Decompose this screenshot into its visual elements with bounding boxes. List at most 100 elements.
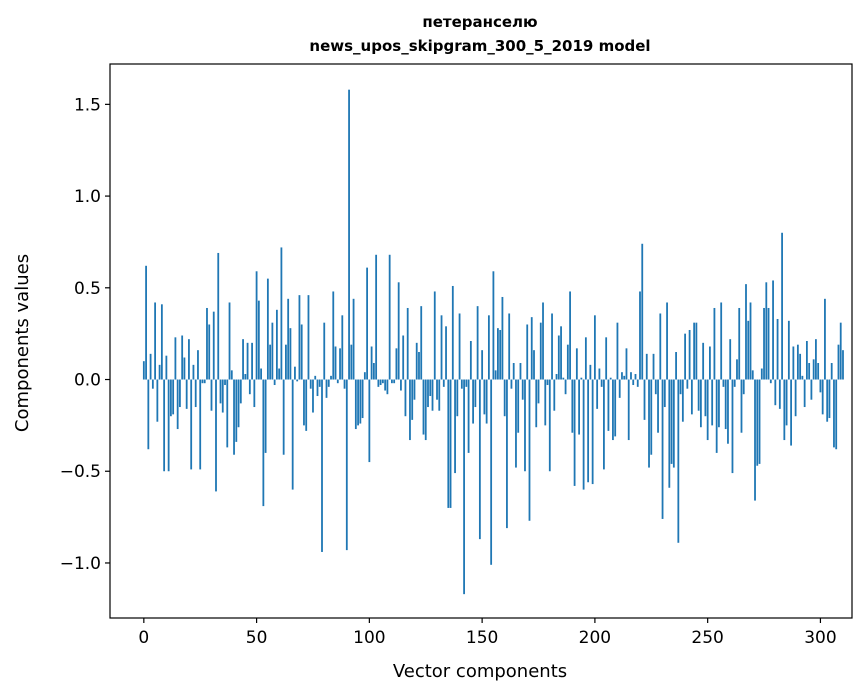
bar-161 bbox=[506, 379, 508, 529]
bar-225 bbox=[650, 379, 653, 455]
bar-292 bbox=[801, 375, 804, 380]
bar-202 bbox=[598, 368, 601, 380]
y-tick-label: 1.5 bbox=[74, 95, 101, 115]
bar-42 bbox=[237, 379, 240, 428]
bar-37 bbox=[226, 379, 229, 448]
bar-184 bbox=[557, 335, 560, 380]
bar-263 bbox=[736, 359, 738, 380]
bar-228 bbox=[657, 379, 659, 433]
bar-243 bbox=[690, 379, 693, 415]
x-tick-label: 200 bbox=[579, 628, 611, 648]
bar-21 bbox=[190, 379, 193, 470]
bar-126 bbox=[427, 379, 429, 408]
y-tick-label: 0.5 bbox=[74, 279, 101, 299]
bar-186 bbox=[562, 377, 565, 380]
bar-181 bbox=[551, 313, 553, 380]
bar-262 bbox=[733, 379, 736, 387]
bar-192 bbox=[575, 348, 578, 380]
bar-22 bbox=[192, 364, 195, 380]
bar-290 bbox=[796, 344, 799, 380]
bar-10 bbox=[165, 355, 168, 380]
bar-235 bbox=[672, 379, 675, 468]
bar-24 bbox=[197, 350, 199, 380]
bar-19 bbox=[185, 379, 188, 409]
bar-308 bbox=[837, 344, 840, 380]
bar-31 bbox=[212, 311, 215, 380]
bar-200 bbox=[593, 315, 596, 380]
bar-77 bbox=[316, 379, 319, 397]
bar-33 bbox=[217, 252, 220, 380]
bar-248 bbox=[702, 342, 705, 380]
bar-164 bbox=[512, 363, 515, 380]
bar-125 bbox=[424, 379, 427, 441]
bar-61 bbox=[280, 247, 283, 380]
bar-11 bbox=[167, 379, 170, 472]
bar-300 bbox=[819, 379, 822, 393]
bar-141 bbox=[460, 379, 463, 389]
bar-103 bbox=[375, 254, 378, 380]
bar-3 bbox=[149, 353, 152, 380]
bar-217 bbox=[632, 379, 635, 386]
bar-83 bbox=[330, 375, 332, 380]
bar-106 bbox=[381, 379, 384, 384]
bar-172 bbox=[530, 317, 533, 380]
bar-123 bbox=[420, 306, 423, 380]
bar-85 bbox=[334, 346, 337, 380]
bar-59 bbox=[275, 309, 278, 380]
bar-46 bbox=[246, 342, 249, 380]
bar-128 bbox=[431, 379, 434, 411]
bar-201 bbox=[596, 379, 599, 409]
bar-215 bbox=[627, 379, 630, 441]
bar-27 bbox=[203, 379, 206, 384]
bar-51 bbox=[257, 300, 260, 380]
bar-2 bbox=[147, 379, 150, 450]
bar-297 bbox=[812, 359, 815, 380]
bar-142 bbox=[463, 379, 465, 595]
bar-219 bbox=[636, 379, 639, 387]
bar-124 bbox=[422, 379, 425, 435]
bar-289 bbox=[794, 379, 797, 417]
bar-118 bbox=[409, 379, 411, 441]
bar-136 bbox=[449, 379, 452, 508]
bar-75 bbox=[312, 379, 314, 413]
bar-258 bbox=[724, 379, 727, 430]
bar-303 bbox=[826, 379, 829, 422]
bar-49 bbox=[253, 379, 256, 408]
bar-284 bbox=[783, 379, 786, 441]
bar-148 bbox=[476, 306, 479, 380]
bar-189 bbox=[569, 291, 571, 380]
bar-6 bbox=[156, 379, 159, 422]
bar-29 bbox=[208, 324, 211, 380]
bar-17 bbox=[181, 335, 184, 380]
bar-272 bbox=[756, 379, 759, 466]
bar-190 bbox=[571, 379, 574, 433]
bar-111 bbox=[393, 379, 396, 384]
bar-58 bbox=[273, 379, 276, 386]
bar-246 bbox=[697, 379, 700, 411]
bar-146 bbox=[472, 379, 474, 424]
bar-221 bbox=[641, 243, 644, 380]
bar-154 bbox=[490, 379, 493, 565]
bar-7 bbox=[158, 364, 161, 380]
bar-247 bbox=[699, 379, 702, 428]
bar-254 bbox=[715, 379, 718, 453]
bar-208 bbox=[612, 379, 614, 441]
bar-159 bbox=[501, 296, 504, 380]
bar-137 bbox=[451, 285, 454, 380]
bar-229 bbox=[659, 313, 662, 380]
bar-79 bbox=[321, 379, 323, 552]
bar-158 bbox=[499, 329, 502, 380]
bar-157 bbox=[497, 328, 499, 380]
chart-title-line1: петеранселю bbox=[422, 13, 537, 31]
bar-86 bbox=[336, 379, 339, 384]
bar-170 bbox=[526, 324, 529, 380]
bar-57 bbox=[271, 322, 274, 380]
bar-180 bbox=[548, 379, 551, 472]
bar-36 bbox=[224, 379, 226, 386]
bar-97 bbox=[361, 379, 364, 419]
bar-255 bbox=[718, 379, 720, 428]
bar-267 bbox=[745, 284, 747, 380]
bar-271 bbox=[754, 379, 756, 501]
bar-101 bbox=[370, 346, 373, 380]
bar-178 bbox=[544, 379, 547, 426]
